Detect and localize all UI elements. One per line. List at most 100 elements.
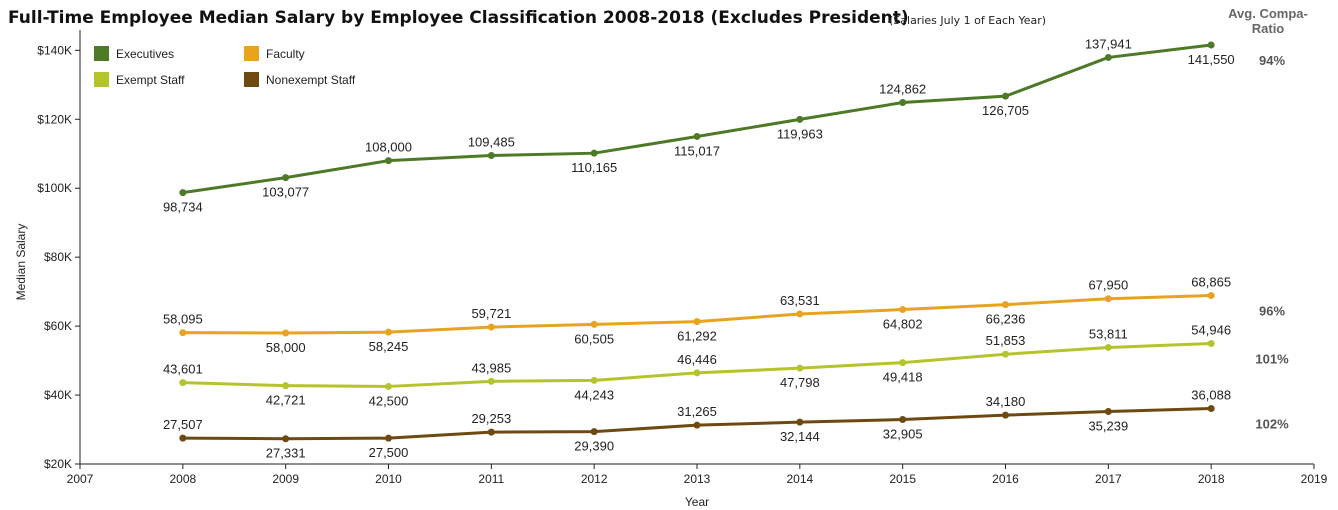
data-point: [899, 416, 907, 424]
data-label: 66,236: [986, 312, 1026, 327]
data-label: 59,721: [471, 306, 511, 321]
data-label: 68,865: [1191, 275, 1231, 290]
data-label: 124,862: [879, 82, 926, 97]
x-tick-label: 2019: [1301, 472, 1328, 486]
data-point: [590, 428, 598, 436]
compa-ratios: 94% 96% 101% 102%: [1255, 53, 1289, 432]
data-point: [899, 306, 907, 314]
data-label: 47,798: [780, 375, 820, 390]
data-label: 43,601: [163, 362, 203, 377]
data-point: [179, 329, 187, 337]
y-tick-label: $60K: [44, 319, 72, 333]
compa-ratio-value: 102%: [1255, 417, 1289, 432]
data-label: 27,507: [163, 417, 203, 432]
data-point: [796, 115, 804, 123]
x-tick-label: 2017: [1095, 472, 1122, 486]
data-label: 43,985: [471, 360, 511, 375]
data-point: [1104, 407, 1112, 415]
x-tick-label: 2015: [889, 472, 916, 486]
data-label: 42,500: [369, 393, 409, 408]
data-point: [796, 310, 804, 318]
y-tick-label: $40K: [44, 388, 72, 402]
data-point: [385, 382, 392, 390]
data-label: 44,243: [574, 387, 614, 402]
data-point: [590, 320, 598, 328]
data-label: 98,734: [163, 200, 203, 215]
legend-swatch: [244, 46, 259, 61]
data-point: [796, 418, 804, 426]
data-point: [1104, 295, 1112, 303]
y-tick-label: $100K: [37, 181, 72, 195]
data-label: 34,180: [986, 394, 1026, 409]
series-line-executives: [181, 43, 1213, 195]
data-point: [693, 132, 701, 140]
data-label: 109,485: [468, 135, 515, 150]
data-label: 64,802: [883, 317, 923, 332]
data-point: [385, 157, 392, 165]
data-point: [693, 369, 701, 377]
legend-label: Exempt Staff: [116, 73, 185, 87]
data-point: [590, 149, 598, 157]
x-tick-label: 2018: [1198, 472, 1225, 486]
data-label: 49,418: [883, 370, 923, 385]
axes: 2007 2008 2009 2010 2011 2012 2013 2014 2015 2016…: [14, 30, 1328, 509]
data-label: 29,253: [471, 411, 511, 426]
data-point: [179, 379, 187, 387]
data-point: [899, 99, 907, 107]
data-point: [693, 421, 701, 429]
data-label: 103,077: [262, 185, 309, 200]
series-layer: [179, 41, 1215, 443]
x-tick-label: 2016: [992, 472, 1019, 486]
data-point: [1002, 92, 1009, 100]
data-label: 27,331: [266, 446, 306, 461]
data-label: 119,963: [777, 126, 823, 141]
legend-swatch: [94, 72, 109, 87]
series-line-faculty: [181, 294, 1213, 335]
data-point: [385, 434, 392, 442]
legend: Executives Faculty Exempt Staff Nonexempt S…: [94, 46, 356, 87]
x-tick-label: 2013: [684, 472, 711, 486]
x-tick-label: 2014: [786, 472, 813, 486]
chart-subtitle: (Salaries July 1 of Each Year): [889, 14, 1047, 27]
data-label: 58,245: [369, 339, 409, 354]
data-point: [179, 189, 187, 197]
data-label: 46,446: [677, 352, 717, 367]
data-label: 27,500: [369, 445, 409, 460]
data-label: 110,165: [571, 160, 617, 175]
legend-label: Executives: [116, 47, 174, 61]
data-point: [1002, 301, 1009, 309]
data-point: [1002, 411, 1009, 419]
data-label: 32,905: [883, 427, 923, 442]
x-tick-label: 2011: [478, 472, 504, 486]
data-point: [282, 382, 290, 390]
x-tick-label: 2010: [375, 472, 402, 486]
data-point: [487, 152, 495, 160]
data-label: 61,292: [677, 329, 717, 344]
data-label: 58,095: [163, 312, 203, 327]
data-point: [1207, 405, 1215, 413]
data-point: [487, 323, 495, 331]
data-label: 31,265: [677, 404, 717, 419]
data-point: [1207, 41, 1215, 49]
data-point: [1002, 350, 1009, 358]
legend-swatch: [244, 72, 259, 87]
data-label: 108,000: [365, 140, 412, 155]
data-labels: 98,734 103,077 108,000 109,485 110,165 115,01…: [163, 36, 1235, 460]
data-point: [282, 435, 290, 443]
x-tick-label: 2012: [581, 472, 608, 486]
compa-ratio-value: 96%: [1259, 304, 1285, 319]
x-tick-label: 2008: [169, 472, 196, 486]
data-label: 35,239: [1088, 418, 1128, 433]
y-tick-label: $120K: [37, 112, 72, 126]
data-point: [282, 174, 290, 182]
data-label: 141,550: [1188, 52, 1235, 67]
data-label: 51,853: [986, 333, 1026, 348]
data-point: [899, 359, 907, 367]
chart-title: Full-Time Employee Median Salary by Empl…: [8, 8, 909, 28]
x-axis-title: Year: [685, 495, 709, 509]
data-point: [487, 428, 495, 436]
data-label: 63,531: [780, 293, 820, 308]
data-label: 54,946: [1191, 323, 1231, 338]
data-label: 115,017: [674, 143, 720, 158]
